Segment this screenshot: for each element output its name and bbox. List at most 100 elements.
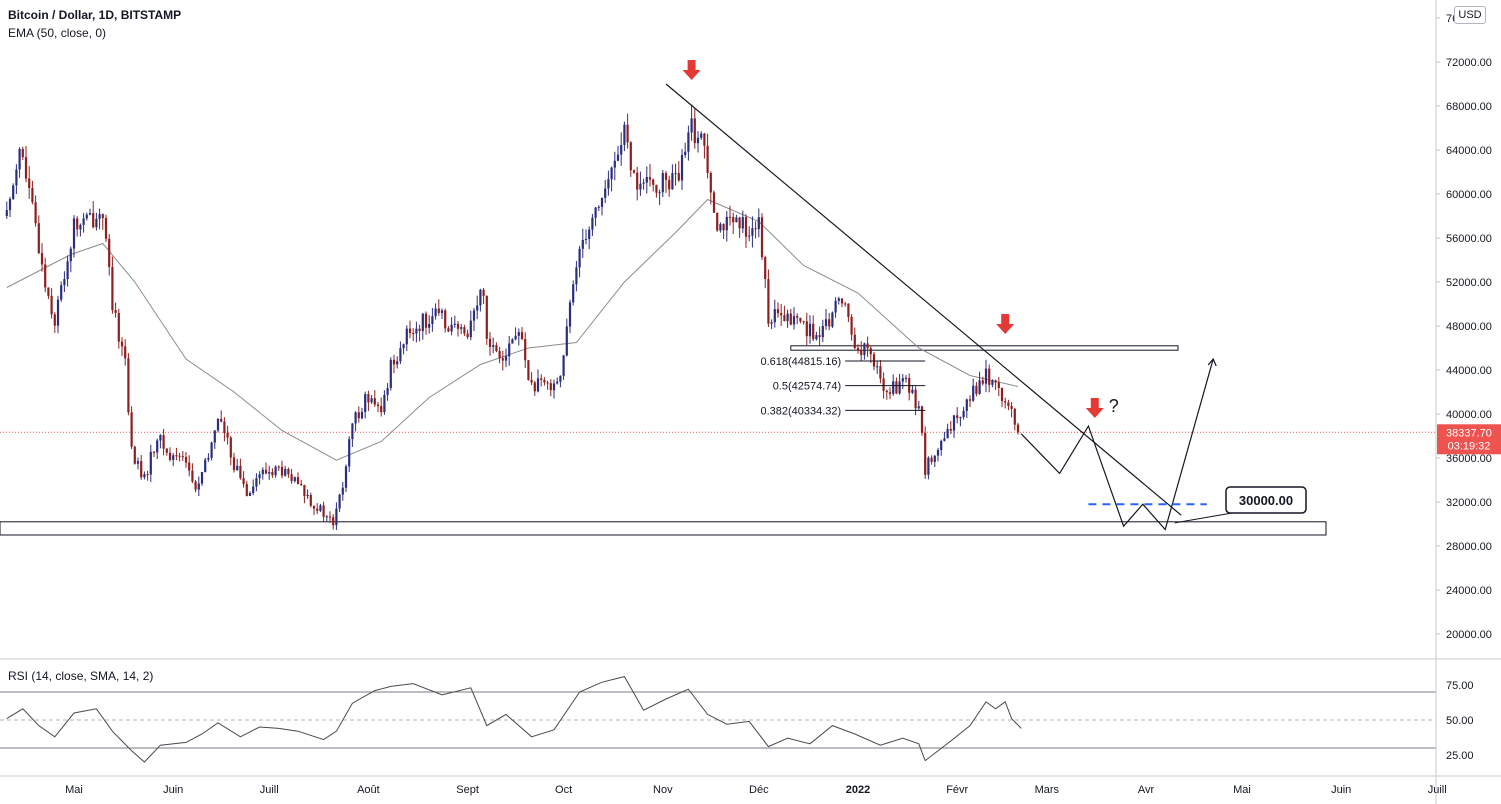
- candle-body: [911, 389, 914, 393]
- candle-body: [290, 474, 293, 482]
- candle-body: [335, 508, 338, 526]
- candle-body: [885, 390, 888, 393]
- candle-body: [143, 474, 146, 478]
- price-tick-label: 36000.00: [1446, 453, 1492, 465]
- candle-body: [242, 478, 245, 485]
- time-tick-label: Juill: [260, 784, 279, 796]
- candle-body: [716, 212, 719, 231]
- candle-body: [373, 398, 376, 405]
- candle-body: [693, 118, 696, 144]
- candle-body: [623, 124, 626, 146]
- candle-body: [632, 170, 636, 173]
- candle-body: [530, 379, 533, 383]
- descending-trendline: [665, 83, 1182, 516]
- currency-button[interactable]: USD: [1454, 6, 1486, 24]
- candle-body: [581, 239, 584, 249]
- candle-body: [594, 207, 597, 218]
- candle-body: [28, 178, 31, 189]
- candle-body: [408, 328, 412, 333]
- candle-body: [108, 238, 111, 267]
- candle-body: [1016, 424, 1020, 433]
- candle-body: [252, 486, 255, 493]
- candle-body: [981, 380, 984, 384]
- candle-body: [239, 465, 242, 479]
- candle-body: [453, 323, 456, 325]
- candle-body: [712, 192, 716, 213]
- current-price-label: 38337.70: [1446, 427, 1492, 439]
- candle-body: [824, 319, 828, 326]
- candle-body: [476, 305, 479, 311]
- candle-body: [834, 300, 837, 313]
- candle-body: [284, 468, 287, 476]
- candle-body: [636, 172, 639, 190]
- candle-body: [584, 239, 588, 241]
- candle-body: [799, 317, 802, 322]
- candle-body: [882, 378, 885, 391]
- time-tick-label: Mars: [1035, 784, 1060, 796]
- rsi-tick-label: 75.00: [1446, 680, 1474, 692]
- candle-body: [780, 313, 783, 316]
- candle-body: [751, 228, 754, 236]
- rsi-tick-label: 25.00: [1446, 750, 1474, 762]
- candle-body: [85, 214, 88, 219]
- candle-body: [876, 366, 879, 368]
- price-tick-label: 20000.00: [1446, 629, 1492, 641]
- time-tick-label: 2022: [846, 784, 870, 796]
- candle-body: [136, 461, 140, 464]
- price-tick-label: 32000.00: [1446, 497, 1492, 509]
- candle-body: [95, 218, 98, 228]
- fib-level-label: 0.618(44815.16): [760, 356, 841, 368]
- candle-body: [719, 224, 722, 231]
- candle-body: [917, 406, 920, 409]
- candle-body: [456, 323, 460, 329]
- ema-line: [6, 198, 1019, 461]
- rsi-indicator-label[interactable]: RSI (14, close, SMA, 14, 2): [8, 669, 154, 683]
- candle-body: [159, 435, 162, 441]
- projection-path: [1020, 358, 1214, 531]
- candle-body: [488, 338, 492, 347]
- current-price-badge: [1437, 424, 1501, 455]
- candle-body: [549, 383, 552, 391]
- candle-body: [287, 468, 290, 475]
- candle-body: [50, 295, 53, 315]
- candle-body: [412, 332, 415, 334]
- candle-body: [722, 224, 725, 231]
- candle-body: [533, 382, 536, 392]
- candle-body: [988, 368, 991, 385]
- candle-body: [293, 477, 296, 482]
- candle-body: [972, 385, 975, 401]
- candle-body: [677, 173, 680, 181]
- candle-body: [431, 316, 434, 325]
- candle-body: [575, 267, 578, 285]
- candle-body: [1007, 402, 1010, 407]
- candle-body: [642, 182, 645, 184]
- candle-body: [536, 378, 540, 392]
- candle-body: [920, 406, 924, 433]
- candle-body: [79, 224, 82, 230]
- candle-body: [306, 494, 309, 497]
- candle-body: [914, 389, 917, 409]
- ema-indicator-label[interactable]: EMA (50, close, 0): [8, 26, 107, 40]
- candle-body: [437, 308, 440, 314]
- candle-body: [965, 399, 968, 411]
- candle-body: [600, 197, 604, 207]
- candle-body: [56, 299, 60, 326]
- symbol-title[interactable]: Bitcoin / Dollar, 1D, BITSTAMP: [8, 8, 182, 22]
- candle-body: [901, 378, 904, 382]
- candle-body: [744, 217, 748, 237]
- candle-body: [997, 382, 1000, 388]
- candle-body: [92, 213, 95, 228]
- candle-body: [21, 148, 24, 158]
- candle-body: [748, 235, 751, 237]
- candle-body: [524, 339, 527, 361]
- candle-body: [613, 160, 616, 168]
- candle-body: [69, 248, 72, 262]
- candle-body: [149, 451, 152, 475]
- candle-body: [5, 210, 8, 216]
- candle-body: [498, 351, 501, 359]
- candle-body: [770, 322, 773, 324]
- candle-body: [232, 457, 236, 471]
- price-tick-label: 64000.00: [1446, 145, 1492, 157]
- candle-body: [223, 421, 226, 433]
